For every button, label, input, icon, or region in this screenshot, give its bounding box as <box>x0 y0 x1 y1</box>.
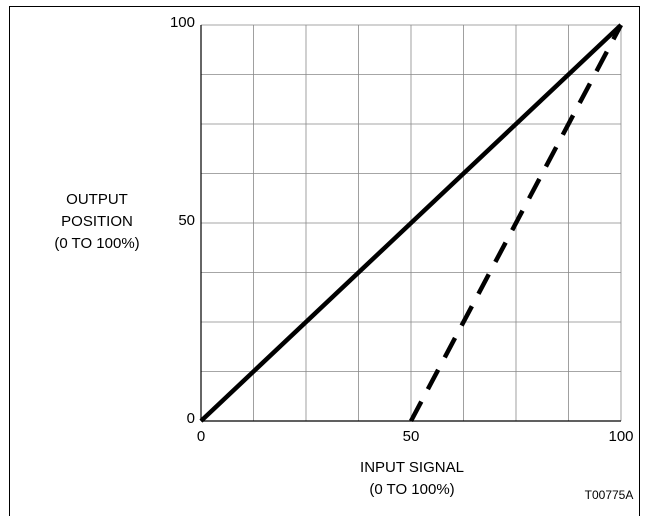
data-line <box>409 23 623 423</box>
x-axis-label: (0 TO 100%) <box>369 481 454 498</box>
y-axis-label: OUTPUT <box>66 191 128 208</box>
frame <box>9 6 640 516</box>
x-tick-label: 50 <box>403 428 420 445</box>
y-axis-label: POSITION <box>61 213 133 230</box>
x-axis-label: INPUT SIGNAL <box>360 459 464 476</box>
x-tick-label: 0 <box>197 428 205 445</box>
y-tick-label: 50 <box>178 212 195 229</box>
y-tick-label: 100 <box>170 14 195 31</box>
annotation: T00775A <box>585 488 634 502</box>
data-line <box>199 23 623 423</box>
y-axis-label: (0 TO 100%) <box>54 235 139 252</box>
x-tick-label: 100 <box>608 428 633 445</box>
y-tick-label: 0 <box>187 410 195 427</box>
